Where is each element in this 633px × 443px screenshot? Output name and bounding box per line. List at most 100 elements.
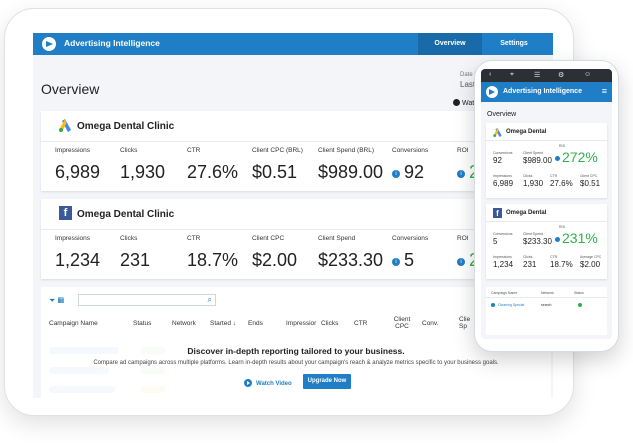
metric-client-spend: Client Spend $233.30 xyxy=(318,235,384,270)
metric-conversions: Conversions i 5 xyxy=(392,235,429,270)
search-input[interactable]: ⌕ xyxy=(78,294,216,306)
phone-metric-ctr: CTR 27.6% xyxy=(550,174,573,188)
metric-clicks: Clicks 231 xyxy=(120,235,151,270)
column-header[interactable]: Ends xyxy=(248,320,263,327)
info-icon[interactable] xyxy=(555,156,560,161)
metric-ctr: CTR 27.6% xyxy=(187,147,239,182)
tablet-screen: Advertising Intelligence Overview Settin… xyxy=(33,33,553,398)
phone-roi-value: 231% xyxy=(562,230,598,246)
date-range-select[interactable]: Last 3( xyxy=(460,80,485,89)
page-title: Overview xyxy=(41,81,100,97)
phone-roi-value: 272% xyxy=(562,149,598,165)
watch-video-link[interactable]: Watch Video xyxy=(244,379,292,387)
card-divider xyxy=(41,229,551,230)
metric-clicks: Clicks 1,930 xyxy=(120,147,166,182)
phone-card-name: Omega Dental xyxy=(506,210,547,216)
column-header[interactable]: Clicks xyxy=(321,320,339,327)
phone-metric-client-spend: Client Spend $989.00 xyxy=(523,151,552,165)
phone-metric-clicks: Clicks 231 xyxy=(523,255,537,269)
phone-metric-client-spend: Client Spend $233.30 xyxy=(523,232,552,246)
card-divider xyxy=(41,141,551,142)
phone-metric-client-cpc: Client CPC $0.51 xyxy=(580,174,601,188)
column-header[interactable]: Status xyxy=(133,320,152,327)
column-header[interactable]: Status xyxy=(574,291,584,295)
column-header[interactable]: Network xyxy=(172,320,196,327)
metric-ctr: CTR 18.7% xyxy=(187,235,239,270)
info-icon[interactable]: i xyxy=(392,170,400,178)
info-icon[interactable]: i xyxy=(457,258,465,266)
column-header[interactable]: CTR xyxy=(354,320,368,327)
column-header[interactable]: Campaign Name xyxy=(49,320,98,327)
column-header[interactable]: Conv. xyxy=(422,320,439,327)
column-header[interactable]: Impressior xyxy=(286,320,317,327)
campaign-name-link[interactable]: Cleaning Special xyxy=(498,303,525,307)
card-divider xyxy=(486,221,607,222)
watch-button[interactable]: Watch xyxy=(453,99,482,107)
metric-client-spend: Client Spend (BRL) $989.00 xyxy=(318,147,384,182)
phone-campaign-table: Campaign Name Network Status Cleaning Sp… xyxy=(486,287,607,335)
status-dot-icon xyxy=(578,303,582,307)
google-ads-icon xyxy=(493,128,502,137)
phone-metric-impressions: Impressions 6,989 xyxy=(493,174,514,188)
info-icon[interactable]: i xyxy=(392,258,400,266)
info-icon[interactable]: i xyxy=(457,170,465,178)
settings-icon[interactable]: ⚙ xyxy=(558,72,565,79)
phone-screen: ‹ ⌖ ☰ ⚙ ☺ Advertising Intelligence ≡ Ove… xyxy=(481,69,612,339)
back-icon[interactable]: ‹ xyxy=(489,71,492,78)
phone-metric-conversions: Conversions 92 xyxy=(493,151,513,165)
google-ads-icon xyxy=(491,303,495,307)
metric-impressions: Impressions 1,234 xyxy=(55,235,101,270)
person-icon[interactable]: ☺ xyxy=(584,71,592,78)
location-icon[interactable]: ⌖ xyxy=(510,71,514,78)
phone-metric-ctr: CTR 18.7% xyxy=(550,255,573,269)
column-header[interactable]: Network xyxy=(541,291,554,295)
facebook-card: f Omega Dental Clinic Impressions 1,234 C… xyxy=(41,199,551,279)
metric-conversions: Conversions i 92 xyxy=(392,147,429,182)
info-icon[interactable] xyxy=(555,237,560,242)
phone-metric-clicks: Clicks 1,930 xyxy=(523,174,544,188)
phone-app-bar: Advertising Intelligence ≡ xyxy=(481,82,612,102)
phone-metric-impressions: Impressions 1,234 xyxy=(493,255,514,269)
google-ads-icon xyxy=(59,119,71,132)
app-logo-icon xyxy=(42,37,56,51)
metric-impressions: Impressions 6,989 xyxy=(55,147,101,182)
overlay-subtitle: Compare ad campaigns across multiple pla… xyxy=(93,360,499,366)
card-client-name: Omega Dental Clinic xyxy=(77,209,175,220)
phone-google-ads-card: Omega Dental Conversions 92 Client Spend $… xyxy=(486,123,607,198)
phone-status-bar: ‹ ⌖ ☰ ⚙ ☺ xyxy=(481,69,612,82)
watch-label: Watch xyxy=(462,100,482,107)
hamburger-menu-icon[interactable]: ≡ xyxy=(601,86,607,96)
top-nav-bar: Advertising Intelligence Overview Settin… xyxy=(33,33,553,55)
upgrade-overlay xyxy=(41,343,551,398)
column-header[interactable]: Client CPC xyxy=(393,316,411,330)
phone-metric-roi: ROI xyxy=(559,225,566,229)
facebook-icon: f xyxy=(493,208,502,218)
phone-metric-conversions: Conversions 5 xyxy=(493,232,513,246)
metric-client-cpc: Client CPC $2.00 xyxy=(252,235,298,270)
card-divider xyxy=(486,140,607,141)
play-icon xyxy=(453,99,460,106)
filter-icon[interactable]: ⏷ ▦ xyxy=(49,296,65,305)
app-logo-icon xyxy=(486,86,498,98)
tab-settings[interactable]: Settings xyxy=(500,40,528,47)
search-icon: ⌕ xyxy=(207,295,212,304)
column-header[interactable]: Clie Sp xyxy=(459,316,471,330)
gear-icon[interactable]: ☰ xyxy=(534,72,541,79)
campaign-network: search xyxy=(541,303,552,307)
table-divider xyxy=(486,297,607,298)
overlay-title: Discover in-depth reporting tailored to … xyxy=(187,346,405,356)
upgrade-now-button[interactable]: Upgrade Now xyxy=(303,374,351,389)
phone-metric-average-cpc: Average CPC $2.00 xyxy=(580,255,602,269)
phone-card-name: Omega Dental xyxy=(506,129,547,135)
phone-frame: ‹ ⌖ ☰ ⚙ ☺ Advertising Intelligence ≡ Ove… xyxy=(474,60,619,352)
column-header[interactable]: Campaign Name xyxy=(491,291,518,295)
tab-overview[interactable]: Overview xyxy=(418,33,482,55)
campaign-table: ⏷ ▦ ⌕ Campaign Name Status Network Start… xyxy=(41,287,551,398)
phone-metric-roi: ROI xyxy=(559,144,566,148)
metric-client-cpc: Client CPC (BRL) $0.51 xyxy=(252,147,303,182)
play-icon xyxy=(244,379,252,387)
phone-page-title: Overview xyxy=(487,111,517,118)
column-header[interactable]: Started ↓ xyxy=(210,320,237,327)
facebook-icon: f xyxy=(59,206,72,220)
